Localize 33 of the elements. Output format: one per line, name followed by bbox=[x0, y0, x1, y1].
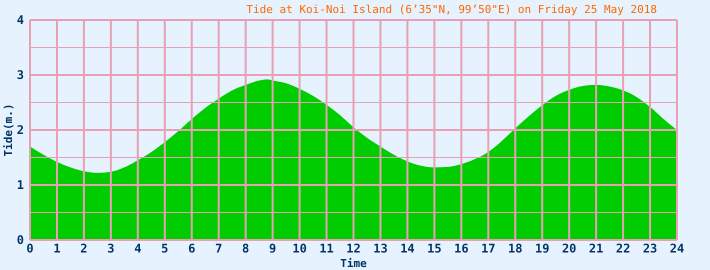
y-tick-label: 0 bbox=[16, 232, 24, 247]
x-tick-label: 5 bbox=[161, 242, 168, 256]
x-tick-label: 9 bbox=[269, 242, 276, 256]
x-tick-label: 3 bbox=[107, 242, 114, 256]
x-tick-label: 11 bbox=[319, 242, 334, 256]
x-tick-label: 18 bbox=[508, 242, 522, 256]
x-tick-label: 19 bbox=[534, 242, 550, 256]
x-tick-label: 7 bbox=[215, 242, 222, 256]
x-axis-title: Time bbox=[340, 257, 368, 270]
x-tick-label: 24 bbox=[670, 242, 684, 256]
x-tick-label: 22 bbox=[616, 242, 630, 256]
x-tick-label: 13 bbox=[373, 242, 388, 256]
y-tick-label: 2 bbox=[16, 122, 24, 137]
x-tick-label: 17 bbox=[481, 242, 496, 256]
x-tick-label: 0 bbox=[26, 242, 34, 256]
x-tick-label: 21 bbox=[588, 242, 604, 256]
y-tick-label: 1 bbox=[16, 178, 24, 192]
chart-title: Tide at Koi-Noi Island (6’35"N, 99’50"E) on Friday 25 May 2018 bbox=[246, 3, 657, 16]
x-tick-label: 12 bbox=[346, 242, 361, 256]
x-tick-label: 16 bbox=[454, 242, 469, 256]
x-tick-label: 8 bbox=[242, 242, 250, 256]
x-tick-label: 2 bbox=[80, 242, 88, 256]
x-tick-label: 14 bbox=[400, 242, 415, 256]
x-tick-label: 20 bbox=[562, 242, 576, 256]
x-tick-label: 15 bbox=[427, 242, 442, 256]
x-tick-label: 1 bbox=[53, 242, 61, 256]
x-tick-label: 4 bbox=[134, 242, 142, 256]
y-axis-title: Tide(m.) bbox=[2, 104, 15, 156]
x-tick-label: 23 bbox=[642, 242, 658, 256]
x-tick-label: 6 bbox=[188, 242, 196, 256]
x-tick-label: 10 bbox=[292, 242, 307, 256]
y-tick-label: 3 bbox=[16, 68, 24, 82]
y-tick-label: 4 bbox=[16, 12, 24, 27]
